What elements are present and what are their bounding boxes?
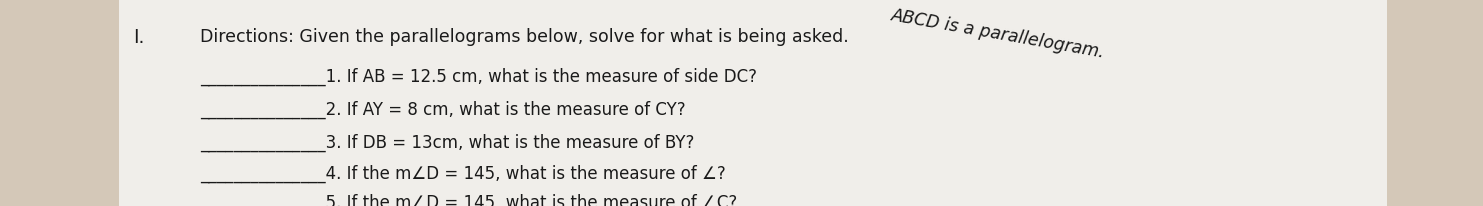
Text: _______________4. If the m∠D = 145, what is the measure of ∠?: _______________4. If the m∠D = 145, what…: [200, 164, 727, 182]
Text: I.: I.: [133, 28, 145, 47]
FancyBboxPatch shape: [119, 0, 1387, 206]
Text: Directions: Given the parallelograms below, solve for what is being asked.: Directions: Given the parallelograms bel…: [200, 28, 848, 46]
Text: _______________5. If the m∠D = 145, what is the measure of ∠C?: _______________5. If the m∠D = 145, what…: [200, 193, 737, 206]
Text: _______________2. If AY = 8 cm, what is the measure of CY?: _______________2. If AY = 8 cm, what is …: [200, 100, 685, 118]
Text: _______________3. If DB = 13cm, what is the measure of BY?: _______________3. If DB = 13cm, what is …: [200, 133, 694, 151]
Text: _______________1. If AB = 12.5 cm, what is the measure of side DC?: _______________1. If AB = 12.5 cm, what …: [200, 67, 758, 85]
Text: ABCD is a parallelogram.: ABCD is a parallelogram.: [890, 6, 1106, 61]
